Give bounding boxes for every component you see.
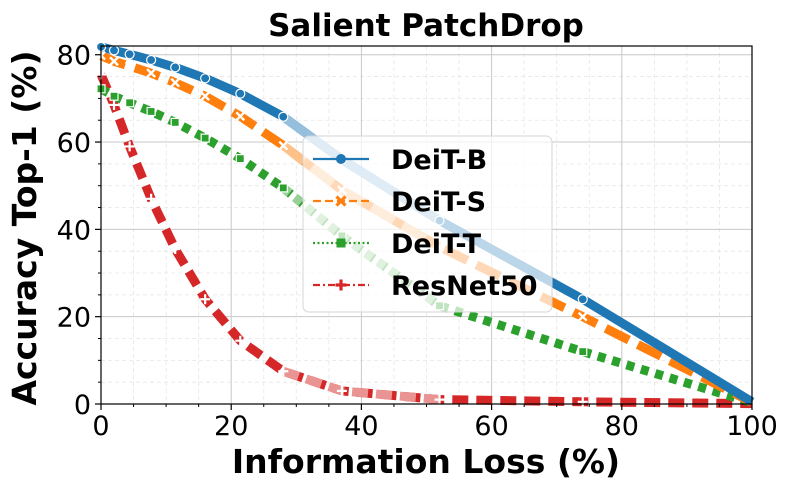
- data-point: [434, 394, 445, 405]
- data-point: [336, 385, 347, 396]
- y-tick-label: 60: [57, 128, 91, 159]
- data-point: [170, 62, 181, 73]
- data-point: [577, 396, 588, 407]
- data-point: [577, 311, 588, 322]
- legend: DeiT-B DeiT-S DeiT-T ResNet50: [302, 135, 553, 313]
- data-point: [146, 54, 157, 66]
- data-point: [578, 347, 588, 357]
- data-point: [109, 99, 120, 110]
- data-point: [125, 98, 135, 108]
- x-tick-label: 60: [474, 411, 508, 442]
- data-point: [200, 294, 211, 305]
- y-tick-label: 20: [57, 303, 91, 334]
- data-point: [170, 117, 180, 128]
- legend-marker: [336, 238, 346, 248]
- legend-label: ResNet50: [391, 271, 538, 302]
- chart-title: Salient PatchDrop: [268, 8, 584, 44]
- legend-marker: [335, 195, 347, 207]
- x-axis-label: Information Loss (%): [232, 442, 620, 481]
- data-point: [200, 91, 211, 102]
- legend-box: [302, 135, 553, 313]
- x-tick-label: 100: [726, 411, 778, 442]
- y-axis-label: Accuracy Top-1 (%): [5, 50, 44, 405]
- data-point: [146, 68, 156, 78]
- data-point: [170, 77, 181, 88]
- data-point: [235, 111, 246, 122]
- data-point: [124, 49, 135, 60]
- legend-label: DeiT-T: [391, 229, 482, 260]
- data-point: [109, 91, 119, 101]
- data-point: [146, 106, 156, 117]
- y-tick-label: 40: [57, 215, 91, 246]
- data-point: [577, 294, 588, 305]
- data-point: [235, 154, 245, 164]
- data-point: [109, 56, 119, 67]
- data-point: [170, 244, 181, 255]
- data-point: [200, 73, 211, 84]
- legend-label: DeiT-B: [391, 145, 487, 176]
- data-point: [108, 45, 120, 56]
- data-point: [146, 193, 157, 204]
- data-point: [278, 366, 289, 377]
- x-tick-label: 0: [92, 411, 109, 442]
- data-point: [278, 183, 288, 193]
- series-line-deit-t: [98, 84, 754, 408]
- y-tick-label: 80: [57, 41, 91, 72]
- series-line-resnet50: [96, 72, 753, 409]
- data-point: [278, 111, 289, 122]
- x-tick-label: 40: [344, 411, 378, 442]
- data-point: [235, 335, 246, 346]
- legend-marker: [335, 279, 347, 291]
- axes: 0 20 40 60 80 100 0 20 40 60 80: [57, 41, 778, 442]
- data-point: [278, 140, 289, 151]
- y-tick-label: 0: [74, 390, 91, 421]
- x-tick-label: 80: [605, 411, 639, 442]
- x-tick-label: 20: [214, 411, 248, 442]
- data-point: [124, 141, 135, 152]
- data-point: [200, 133, 210, 143]
- legend-label: DeiT-S: [391, 187, 486, 218]
- data-point: [235, 88, 246, 99]
- legend-marker: [336, 154, 346, 164]
- data-point: [124, 61, 135, 71]
